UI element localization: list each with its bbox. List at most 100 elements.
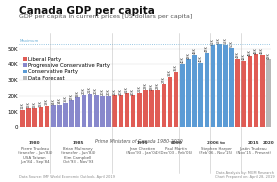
Bar — [180, 64, 184, 127]
Bar — [260, 55, 265, 127]
Text: 50K: 50K — [230, 40, 234, 47]
Text: 20K: 20K — [119, 88, 123, 95]
Text: Prime Ministers of Canada 1980-2020: Prime Ministers of Canada 1980-2020 — [95, 139, 182, 144]
Text: 20K: 20K — [94, 87, 98, 94]
Text: Canada GDP per capita: Canada GDP per capita — [19, 6, 155, 16]
Text: 47K: 47K — [205, 45, 209, 52]
Text: 13K: 13K — [45, 98, 49, 105]
Bar — [112, 95, 117, 127]
Text: 19K: 19K — [76, 90, 80, 97]
Text: Jun'84 - Sep'84: Jun'84 - Sep'84 — [20, 160, 50, 164]
Text: 2015: 2015 — [247, 141, 259, 145]
Text: 42K: 42K — [242, 53, 246, 60]
Bar — [205, 53, 209, 127]
Text: Kim Campbell: Kim Campbell — [64, 156, 91, 160]
Text: 31K: 31K — [168, 70, 172, 76]
Bar — [223, 45, 228, 127]
Text: (transfer - Jun'84): (transfer - Jun'84) — [17, 151, 52, 155]
Bar — [254, 54, 258, 127]
Bar — [155, 90, 160, 127]
Bar — [248, 56, 252, 127]
Text: 11K: 11K — [20, 102, 24, 109]
Text: 46K: 46K — [193, 47, 197, 54]
Text: 20K: 20K — [100, 88, 104, 95]
Text: 21K: 21K — [125, 86, 129, 93]
Text: 46K: 46K — [260, 47, 264, 54]
Text: Justin Trudeau: Justin Trudeau — [239, 147, 267, 151]
Text: Jean Chretien: Jean Chretien — [129, 147, 155, 151]
Text: 14K: 14K — [51, 98, 55, 104]
Text: Brian Mulroney: Brian Mulroney — [63, 147, 93, 151]
Text: Stephen Harper: Stephen Harper — [201, 147, 232, 151]
Bar — [51, 105, 55, 127]
Text: 20K: 20K — [113, 88, 117, 95]
Bar — [39, 107, 43, 127]
Text: 1980: 1980 — [29, 141, 40, 145]
Bar — [63, 103, 68, 127]
Text: 21K: 21K — [137, 85, 141, 92]
Text: (Feb'06 - Nov'15): (Feb'06 - Nov'15) — [199, 151, 233, 155]
Bar — [69, 100, 74, 127]
Bar — [32, 108, 37, 127]
Text: 20K: 20K — [107, 88, 111, 95]
Bar — [57, 105, 62, 127]
Text: (transfer - Jun'84): (transfer - Jun'84) — [61, 151, 95, 155]
Text: 12K: 12K — [33, 101, 37, 108]
Text: 23K: 23K — [156, 82, 160, 89]
Bar — [26, 108, 31, 127]
Bar — [229, 48, 234, 127]
Text: (Nov'15 - Present): (Nov'15 - Present) — [235, 151, 271, 155]
Bar — [100, 96, 105, 127]
Text: (Dec'03 - Feb'06): (Dec'03 - Feb'06) — [160, 151, 193, 155]
Text: 23K: 23K — [143, 82, 147, 89]
Bar — [137, 93, 142, 127]
Bar — [235, 59, 240, 127]
Text: 52K: 52K — [217, 37, 221, 44]
Text: 46K: 46K — [254, 47, 258, 54]
Text: 15K: 15K — [63, 95, 68, 102]
Bar — [143, 90, 148, 127]
Text: 40K: 40K — [199, 56, 203, 62]
Text: 14K: 14K — [57, 97, 61, 104]
Text: 21K: 21K — [88, 86, 92, 93]
Bar — [192, 54, 197, 127]
Text: 35K: 35K — [174, 65, 178, 71]
Bar — [45, 106, 49, 127]
Bar — [217, 44, 222, 127]
Text: USA Taiwan: USA Taiwan — [24, 156, 46, 160]
Bar — [168, 77, 172, 127]
Text: 2020: 2020 — [263, 141, 274, 145]
Bar — [106, 96, 111, 127]
Text: 51K: 51K — [211, 38, 215, 45]
Text: 20K: 20K — [131, 88, 135, 95]
Bar — [161, 84, 166, 127]
Bar — [266, 59, 271, 127]
Bar — [76, 97, 80, 127]
Text: 1995: 1995 — [137, 141, 148, 145]
Bar — [119, 95, 123, 127]
Text: Maximum: Maximum — [19, 39, 39, 43]
Text: 1985: 1985 — [72, 141, 83, 145]
Text: 40K: 40K — [180, 56, 184, 63]
Text: 20K: 20K — [82, 87, 86, 94]
Bar — [131, 95, 135, 127]
Text: Data Analysis by: MGM Research
Chart Prepared on: April 28, 2019: Data Analysis by: MGM Research Chart Pre… — [215, 171, 274, 179]
Text: Data Source: IMF World Economic Outlook, April 2019: Data Source: IMF World Economic Outlook,… — [19, 175, 115, 179]
Bar — [88, 94, 93, 127]
Text: Pierre Trudeau: Pierre Trudeau — [21, 147, 49, 151]
Legend: Liberal Party, Progressive Conservative Party, Conservative Party, Data Forecast: Liberal Party, Progressive Conservative … — [22, 56, 111, 81]
Text: 12K: 12K — [27, 101, 31, 108]
Text: 43K: 43K — [266, 52, 270, 59]
Bar — [149, 90, 154, 127]
Text: 45K: 45K — [248, 49, 252, 56]
Text: 2000: 2000 — [170, 141, 182, 145]
Bar — [186, 59, 191, 127]
Text: 43K: 43K — [236, 51, 240, 58]
Bar — [211, 45, 215, 127]
Text: 27K: 27K — [162, 76, 166, 83]
Bar — [125, 94, 129, 127]
Text: (Nov'93 - Jan'04): (Nov'93 - Jan'04) — [126, 151, 159, 155]
Text: 43K: 43K — [186, 52, 191, 59]
Bar — [174, 72, 178, 127]
Bar — [82, 95, 86, 127]
